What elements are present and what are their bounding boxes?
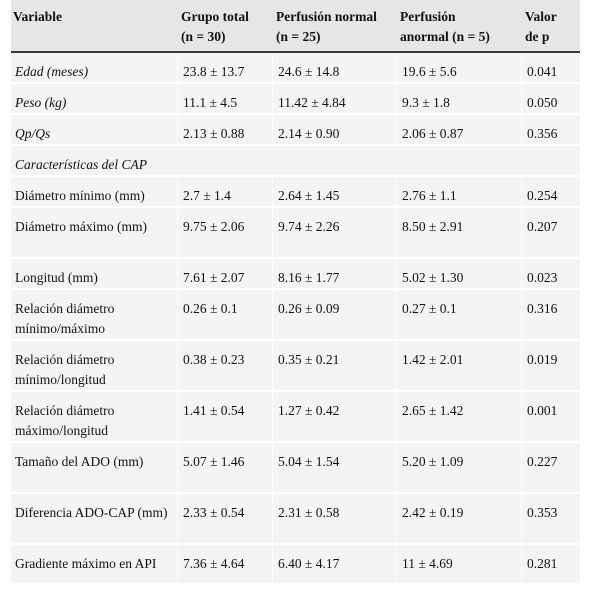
cell-label: Tamaño del ADO (mm) <box>11 443 178 494</box>
table-body: Edad (meses) 23.8 ± 13.7 24.6 ± 14.8 19.… <box>11 53 580 585</box>
cell-normal: 2.14 ± 0.90 <box>273 115 397 146</box>
cell-total: 5.07 ± 1.46 <box>178 443 273 494</box>
cell-total: 1.41 ± 0.54 <box>178 392 273 443</box>
cell-label: Longitud (mm) <box>11 259 178 290</box>
cell-label: Peso (kg) <box>11 84 178 115</box>
cell-normal: 2.31 ± 0.58 <box>273 494 397 545</box>
cell-pvalue: 0.023 <box>522 259 580 290</box>
table-header: Variable Grupo total (n = 30) Perfusión n… <box>11 0 580 53</box>
cell-abnormal: 5.02 ± 1.30 <box>397 259 522 290</box>
table-container: Variable Grupo total (n = 30) Perfusión n… <box>11 0 580 585</box>
cell-total: 0.38 ± 0.23 <box>178 341 273 392</box>
header-total: Grupo total (n = 30) <box>178 0 273 53</box>
cell-total: 7.61 ± 2.07 <box>178 259 273 290</box>
header-pvalue: Valor de p <box>522 0 580 53</box>
table-row: Diferencia ADO-CAP (mm) 2.33 ± 0.54 2.31… <box>11 494 580 545</box>
cell-normal: 5.04 ± 1.54 <box>273 443 397 494</box>
table-row: Relación diámetro máximo/longitud 1.41 ±… <box>11 392 580 443</box>
cell-label: Diferencia ADO-CAP (mm) <box>11 494 178 545</box>
header-normal: Perfusión normal (n = 25) <box>273 0 397 53</box>
cell-pvalue: 0.281 <box>522 545 580 585</box>
section-row: Características del CAP <box>11 146 580 177</box>
cell-pvalue: 0.001 <box>522 392 580 443</box>
cell-label: Relación diámetro mínimo/máximo <box>11 290 178 341</box>
cell-pvalue: 0.353 <box>522 494 580 545</box>
table-row: Tamaño del ADO (mm) 5.07 ± 1.46 5.04 ± 1… <box>11 443 580 494</box>
table-row: Qp/Qs 2.13 ± 0.88 2.14 ± 0.90 2.06 ± 0.8… <box>11 115 580 146</box>
header-total-line2: (n = 30) <box>181 29 226 44</box>
header-total-line1: Grupo total <box>181 9 249 24</box>
cell-label: Qp/Qs <box>11 115 178 146</box>
table-row: Diámetro máximo (mm) 9.75 ± 2.06 9.74 ± … <box>11 208 580 259</box>
header-row: Variable Grupo total (n = 30) Perfusión n… <box>11 0 580 53</box>
cell-label: Diámetro mínimo (mm) <box>11 177 178 208</box>
cell-total: 0.26 ± 0.1 <box>178 290 273 341</box>
cell-abnormal: 2.65 ± 1.42 <box>397 392 522 443</box>
cell-abnormal: 2.06 ± 0.87 <box>397 115 522 146</box>
cell-pvalue: 0.207 <box>522 208 580 259</box>
cell-label: Edad (meses) <box>11 53 178 84</box>
cell-normal: 8.16 ± 1.77 <box>273 259 397 290</box>
header-abnormal: Perfusión anormal (n = 5) <box>397 0 522 53</box>
table-row: Relación diámetro mínimo/longitud 0.38 ±… <box>11 341 580 392</box>
cell-abnormal: 11 ± 4.69 <box>397 545 522 585</box>
cell-abnormal: 5.20 ± 1.09 <box>397 443 522 494</box>
header-abnormal-line1: Perfusión <box>400 9 456 24</box>
header-abnormal-line2: anormal (n = 5) <box>400 29 490 44</box>
cell-abnormal: 19.6 ± 5.6 <box>397 53 522 84</box>
cell-pvalue: 0.356 <box>522 115 580 146</box>
data-table: Variable Grupo total (n = 30) Perfusión n… <box>11 0 580 585</box>
table-row: Relación diámetro mínimo/máximo 0.26 ± 0… <box>11 290 580 341</box>
cell-total: 2.33 ± 0.54 <box>178 494 273 545</box>
cell-pvalue: 0.227 <box>522 443 580 494</box>
cell-total: 2.7 ± 1.4 <box>178 177 273 208</box>
cell-total: 7.36 ± 4.64 <box>178 545 273 585</box>
cell-label: Relación diámetro máximo/longitud <box>11 392 178 443</box>
cell-abnormal: 2.42 ± 0.19 <box>397 494 522 545</box>
section-label: Características del CAP <box>11 146 580 177</box>
header-pvalue-line2: de p <box>525 29 550 44</box>
cell-total: 2.13 ± 0.88 <box>178 115 273 146</box>
cell-normal: 24.6 ± 14.8 <box>273 53 397 84</box>
cell-normal: 9.74 ± 2.26 <box>273 208 397 259</box>
header-normal-line1: Perfusión normal <box>276 9 377 24</box>
cell-abnormal: 0.27 ± 0.1 <box>397 290 522 341</box>
header-pvalue-line1: Valor <box>525 9 557 24</box>
cell-pvalue: 0.019 <box>522 341 580 392</box>
cell-total: 23.8 ± 13.7 <box>178 53 273 84</box>
table-row: Diámetro mínimo (mm) 2.7 ± 1.4 2.64 ± 1.… <box>11 177 580 208</box>
header-normal-line2: (n = 25) <box>276 29 321 44</box>
header-variable-label: Variable <box>13 9 63 24</box>
cell-abnormal: 1.42 ± 2.01 <box>397 341 522 392</box>
cell-normal: 1.27 ± 0.42 <box>273 392 397 443</box>
table-row: Peso (kg) 11.1 ± 4.5 11.42 ± 4.84 9.3 ± … <box>11 84 580 115</box>
table-row: Gradiente máximo en API 7.36 ± 4.64 6.40… <box>11 545 580 585</box>
table-row: Longitud (mm) 7.61 ± 2.07 8.16 ± 1.77 5.… <box>11 259 580 290</box>
cell-pvalue: 0.316 <box>522 290 580 341</box>
header-variable: Variable <box>11 0 178 53</box>
cell-pvalue: 0.050 <box>522 84 580 115</box>
cell-pvalue: 0.041 <box>522 53 580 84</box>
cell-abnormal: 8.50 ± 2.91 <box>397 208 522 259</box>
cell-normal: 0.26 ± 0.09 <box>273 290 397 341</box>
cell-label: Diámetro máximo (mm) <box>11 208 178 259</box>
cell-total: 11.1 ± 4.5 <box>178 84 273 115</box>
cell-normal: 0.35 ± 0.21 <box>273 341 397 392</box>
cell-normal: 6.40 ± 4.17 <box>273 545 397 585</box>
cell-abnormal: 9.3 ± 1.8 <box>397 84 522 115</box>
cell-normal: 2.64 ± 1.45 <box>273 177 397 208</box>
cell-pvalue: 0.254 <box>522 177 580 208</box>
cell-normal: 11.42 ± 4.84 <box>273 84 397 115</box>
cell-abnormal: 2.76 ± 1.1 <box>397 177 522 208</box>
cell-label: Relación diámetro mínimo/longitud <box>11 341 178 392</box>
cell-total: 9.75 ± 2.06 <box>178 208 273 259</box>
table-row: Edad (meses) 23.8 ± 13.7 24.6 ± 14.8 19.… <box>11 53 580 84</box>
cell-label: Gradiente máximo en API <box>11 545 178 585</box>
